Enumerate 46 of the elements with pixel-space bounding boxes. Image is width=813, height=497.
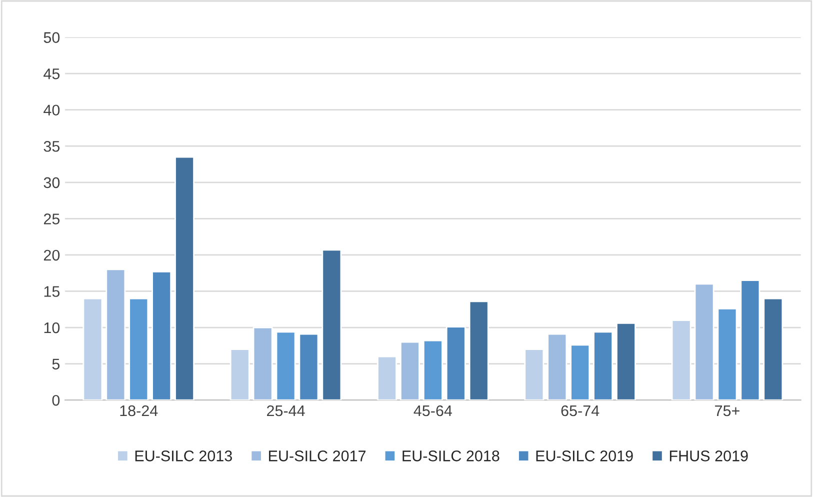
bar (152, 270, 172, 400)
bar (128, 298, 149, 400)
bar (740, 280, 760, 400)
x-tick-label: 75+ (715, 406, 740, 416)
bar (593, 331, 613, 400)
bar (252, 326, 273, 400)
bar (694, 283, 714, 400)
bar (276, 331, 296, 400)
y-tick-label: 35 (44, 140, 60, 152)
bar (377, 356, 397, 400)
bar (524, 348, 544, 400)
y-tick-label: 30 (44, 177, 60, 188)
y-tick-label: 25 (44, 214, 60, 224)
bar (763, 298, 784, 400)
y-tick-label: 5 (52, 358, 60, 370)
y-tick-label: 20 (44, 250, 60, 261)
y-tick-label: 50 (44, 32, 60, 43)
x-tick-label: 25-44 (267, 405, 305, 416)
legend-label: FHUS 2019 (670, 450, 748, 462)
bar (446, 326, 466, 400)
bar (616, 322, 636, 400)
y-tick-label: 40 (44, 104, 60, 116)
bar (671, 320, 692, 400)
bar (106, 268, 126, 400)
bar (468, 300, 489, 400)
legend-label: EU-SILC 2013 (135, 450, 232, 462)
bar (717, 308, 738, 400)
bar (230, 348, 250, 400)
y-tick-label: 15 (44, 286, 60, 297)
y-tick-label: 0 (52, 394, 60, 406)
bar (570, 344, 590, 400)
y-tick-label: 10 (44, 322, 60, 334)
bar (422, 340, 443, 400)
legend-label: EU-SILC 2018 (402, 450, 500, 462)
legend-label: EU-SILC 2017 (269, 450, 366, 462)
x-tick-label: 65-74 (561, 405, 600, 416)
x-tick-label: 45-64 (414, 405, 452, 416)
bar (298, 333, 319, 400)
bar (400, 341, 420, 400)
x-tick-label: 18-24 (120, 405, 158, 416)
y-tick-label: 45 (44, 68, 60, 80)
legend-label: EU-SILC 2019 (536, 450, 633, 462)
bar (322, 249, 342, 400)
bar (547, 333, 568, 400)
bar (174, 156, 194, 400)
bar (82, 298, 103, 400)
